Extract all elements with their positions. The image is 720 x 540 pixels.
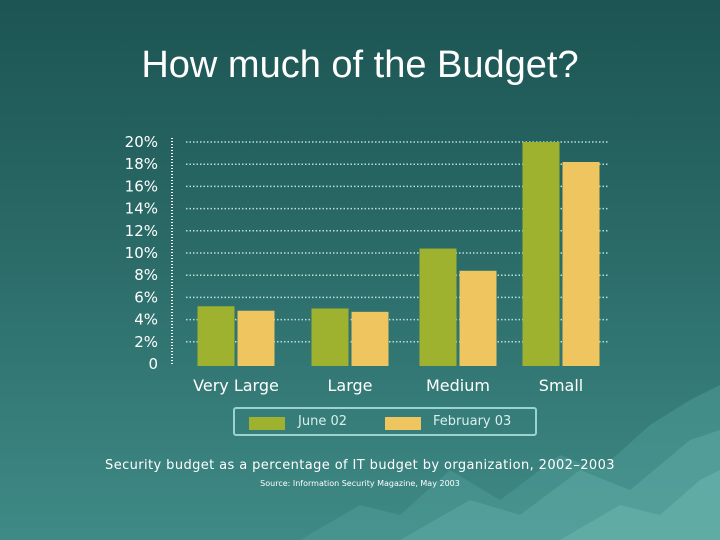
bar-june-large (311, 308, 349, 366)
x-tick-label: Medium (426, 376, 490, 395)
x-tick-label: Large (327, 376, 372, 395)
bar-february-medium (459, 270, 497, 366)
y-tick-label: 12% (125, 222, 158, 240)
y-tick-label: 0 (148, 355, 158, 373)
bar-june-medium (419, 248, 457, 366)
legend-label-february: February 03 (433, 414, 512, 429)
legend-swatch-february (385, 417, 421, 430)
y-tick-label: 4% (134, 311, 158, 329)
y-tick-label: 2% (134, 333, 158, 351)
slide-title: How much of the Budget? (141, 44, 579, 86)
bar-june-very-large (197, 306, 235, 366)
y-tick-label: 14% (125, 200, 158, 218)
y-tick-label: 10% (125, 244, 158, 262)
bar-february-very-large (237, 310, 275, 366)
y-tick-labels: 0 2% 4% 6% 8% 10% 12% 14% 16% 18% 20% (125, 133, 158, 373)
x-tick-labels: Very Large Large Medium Small (193, 376, 583, 395)
bar-february-large (351, 311, 389, 366)
y-tick-label: 20% (125, 133, 158, 151)
y-tick-label: 6% (134, 288, 158, 306)
legend-label-june: June 02 (298, 414, 347, 429)
legend: June 02 February 03 (233, 407, 537, 436)
bar-february-small (562, 161, 600, 366)
source-note: Source: Information Security Magazine, M… (260, 479, 460, 488)
legend-swatch-june (249, 417, 285, 430)
y-tick-label: 18% (125, 155, 158, 173)
x-tick-label: Very Large (193, 376, 279, 395)
chart-caption: Security budget as a percentage of IT bu… (105, 458, 615, 473)
y-tick-label: 8% (134, 266, 158, 284)
bars (197, 142, 600, 366)
bar-june-small (522, 142, 560, 366)
x-tick-label: Small (539, 376, 583, 395)
y-tick-label: 16% (125, 177, 158, 195)
